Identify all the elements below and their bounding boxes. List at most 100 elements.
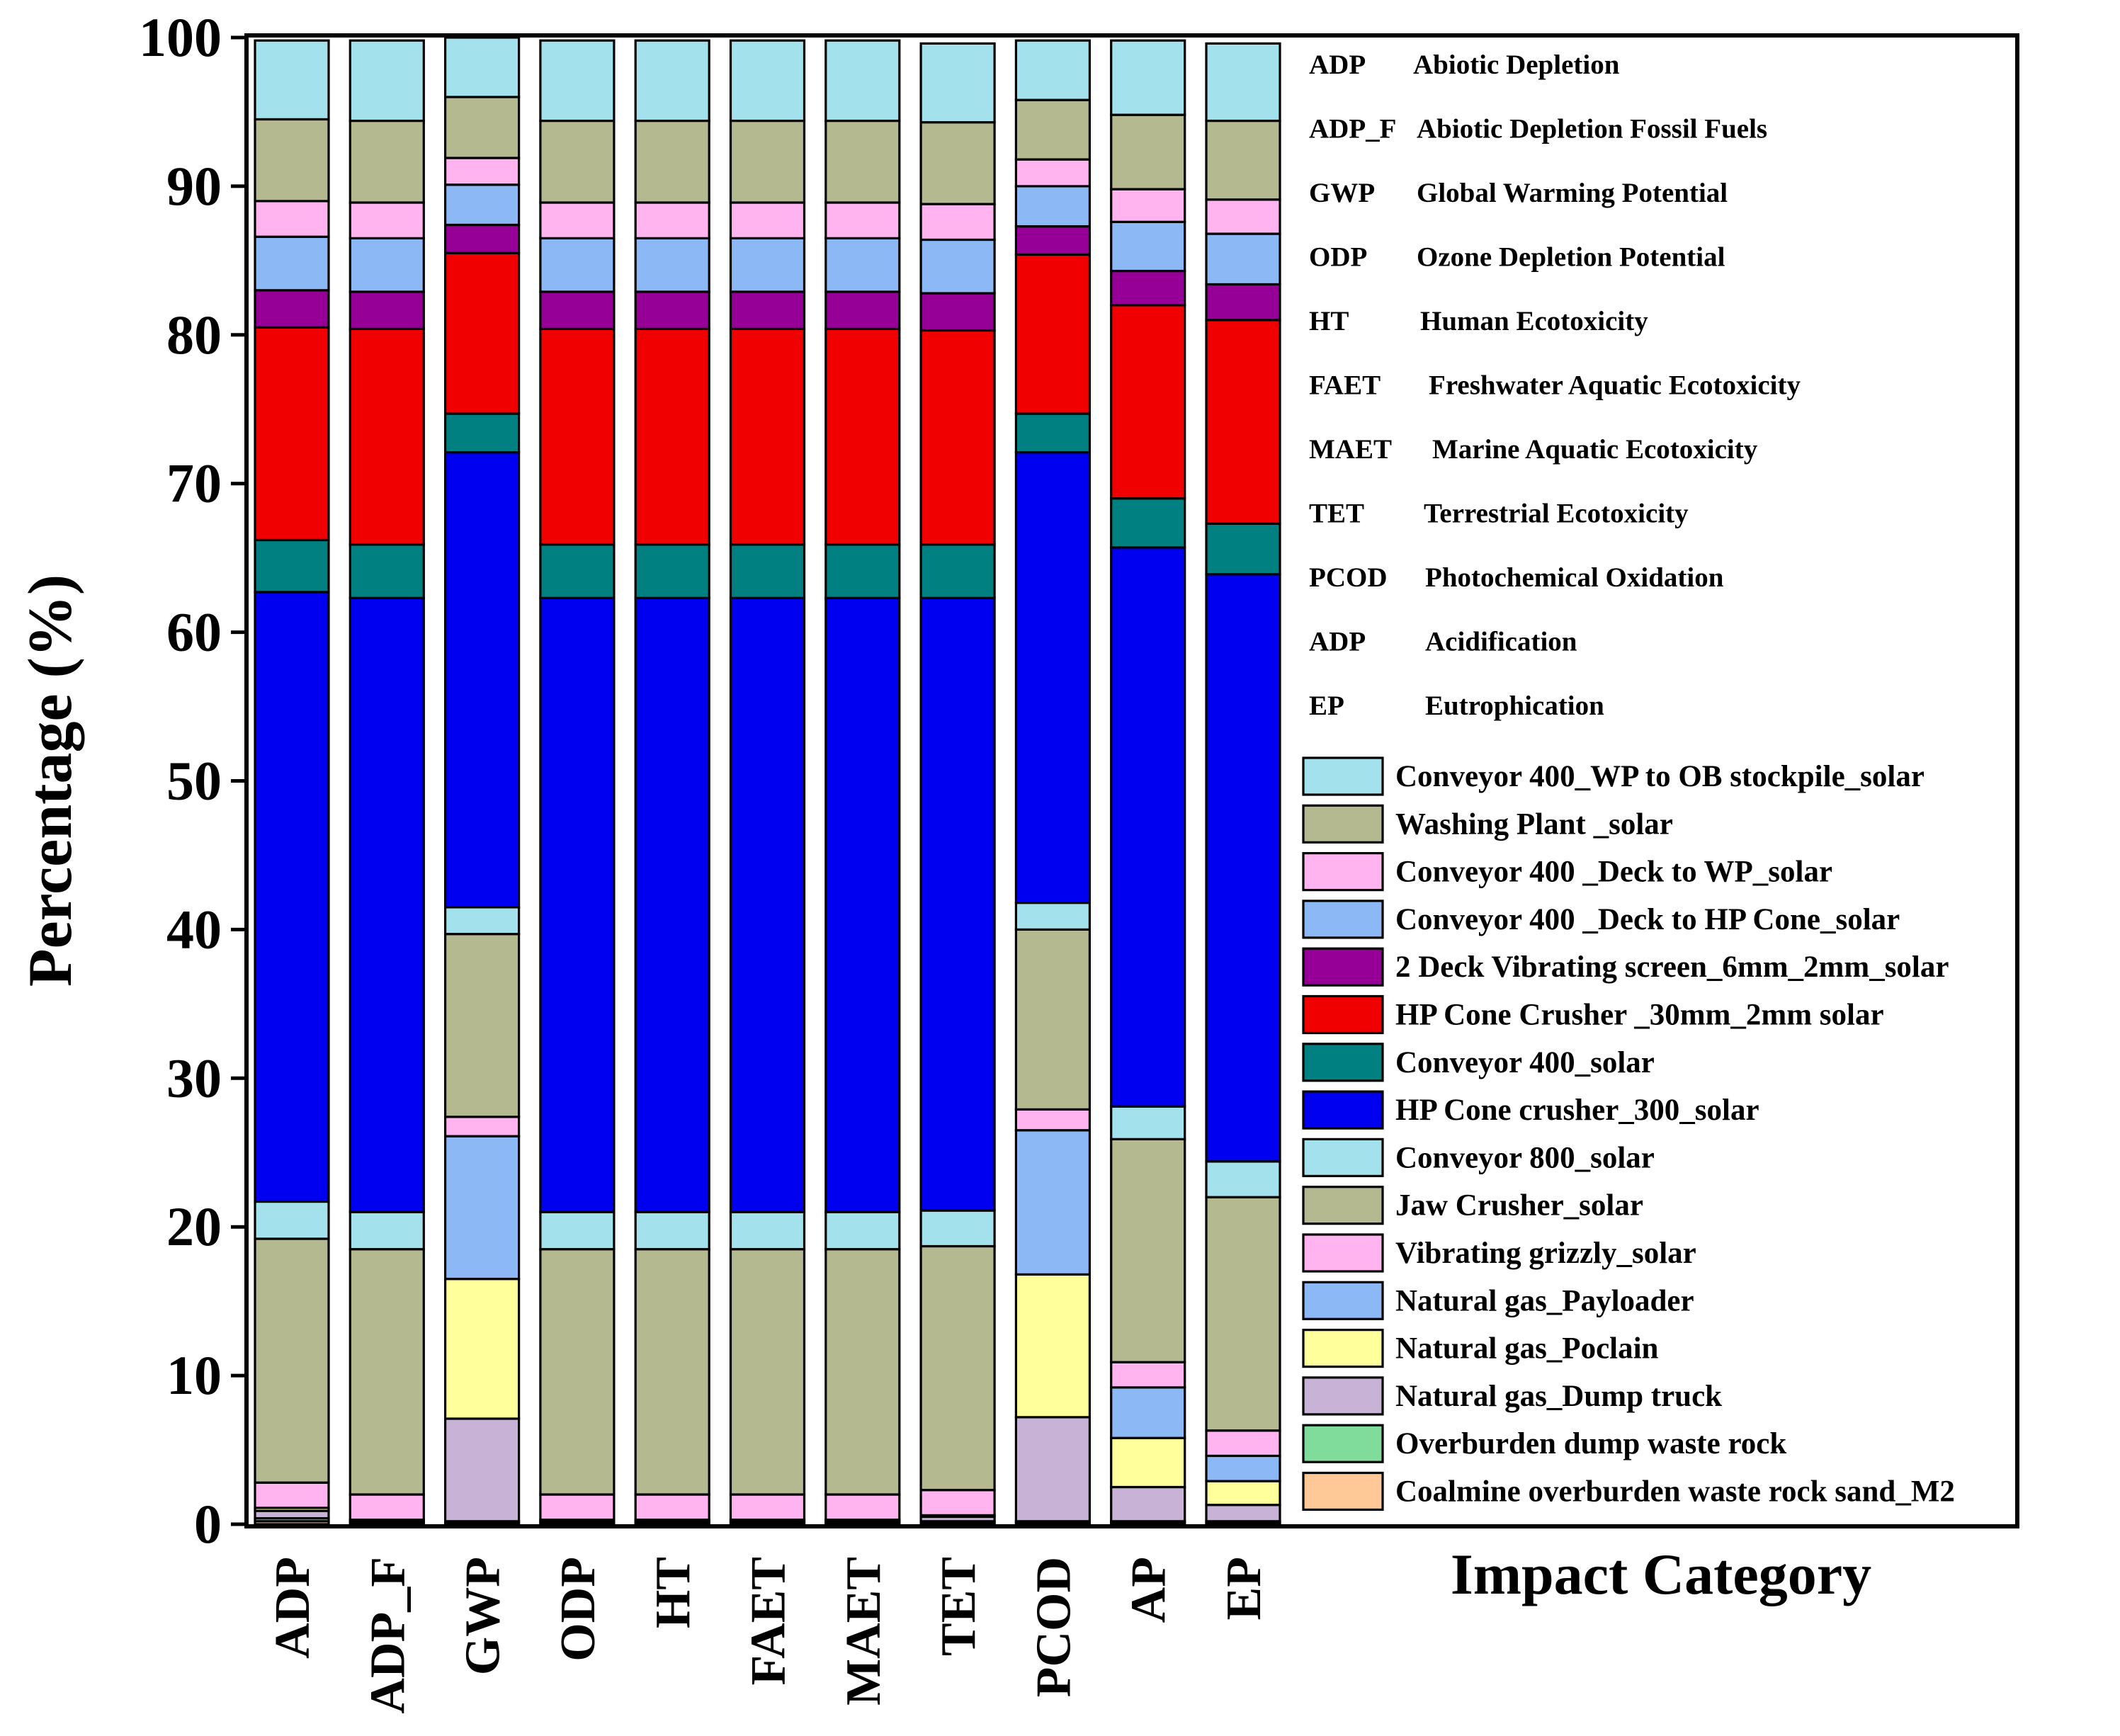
bar-segment-ap-conveyor-400-deck-to-wp-solar (1110, 188, 1186, 223)
bar-segment-faet-conveyor-400-deck-to-wp-solar (729, 201, 806, 239)
y-tick-label: 10 (166, 1344, 222, 1406)
bar-segment-gwp-washing-plant-solar (443, 96, 521, 159)
bar-segment-ep-conveyor-800-solar (1205, 1160, 1281, 1198)
bar-segment-gwp-vibrating-grizzly-solar (443, 1116, 521, 1138)
bar-segment-adp-conveyor-800-solar (254, 1200, 330, 1240)
bar-segment-ht-jaw-crusher-solar (634, 1248, 710, 1496)
bar-segment-maet-conveyor-400-deck-to-hp-cone-solar (824, 237, 901, 293)
bar-segment-adp-vibrating-grizzly-solar (254, 1481, 330, 1509)
x-tick-label: HT (646, 1557, 701, 1628)
bar-segment-odp-conveyor-400-deck-to-hp-cone-solar (539, 237, 616, 293)
bar-segment-ep-conveyor-400-wp-to-ob-stockpile-solar (1205, 42, 1281, 123)
bar-segment-pcod-conveyor-800-solar (1014, 902, 1092, 931)
bar-segment-gwp-conveyor-400-deck-to-hp-cone-solar (443, 183, 521, 227)
bar-segment-ep-conveyor-400-deck-to-hp-cone-solar (1205, 232, 1281, 286)
bar-segment-ap-vibrating-grizzly-solar (1110, 1361, 1186, 1389)
x-tick-label: MAET (837, 1557, 891, 1706)
bar-segment-faet-conveyor-800-solar (729, 1210, 806, 1251)
bar-segment-gwp-conveyor-800-solar (443, 906, 521, 936)
bar-segment-maet-2-deck-vibrating-screen-6mm-2mm-solar (824, 290, 901, 331)
bar-segment-maet-conveyor-400-wp-to-ob-stockpile-solar (824, 39, 901, 123)
bar-segment-adp-f-conveyor-800-solar (348, 1210, 425, 1251)
bar-segment-pcod-conveyor-400-solar (1014, 412, 1092, 454)
legend-label: Coalmine overburden waste rock sand_M2 (1395, 1475, 1955, 1509)
bar-segment-adp-f-hp-cone-crusher-30mm-2mm-solar (348, 327, 425, 546)
bar-segment-faet-conveyor-400-solar (729, 543, 806, 599)
bar-segment-odp-hp-cone-crusher-30mm-2mm-solar (539, 327, 616, 546)
bar-segment-ep-conveyor-400-deck-to-wp-solar (1205, 198, 1281, 235)
legend-label: Washing Plant _solar (1395, 807, 1673, 841)
abbr-name: Photochemical Oxidation (1425, 562, 1724, 593)
bar-segment-gwp-hp-cone-crusher-30mm-2mm-solar (443, 251, 521, 415)
x-tick-label: ODP (551, 1557, 606, 1662)
bar-segment-faet-conveyor-400-deck-to-hp-cone-solar (729, 237, 806, 293)
y-tick-label: 0 (194, 1493, 222, 1555)
abbr-name: Freshwater Aquatic Ecotoxicity (1429, 370, 1801, 401)
bar-segment-odp-vibrating-grizzly-solar (539, 1493, 616, 1521)
bar-segment-ap-jaw-crusher-solar (1110, 1138, 1186, 1363)
legend-label: Overburden dump waste rock (1395, 1427, 1786, 1460)
bar-segment-adp-f-jaw-crusher-solar (348, 1248, 425, 1496)
bar-segment-pcod-conveyor-400-deck-to-hp-cone-solar (1014, 185, 1092, 228)
bar-segment-ep-natural-gas-dump-truck (1205, 1504, 1281, 1523)
legend-swatch-conveyor-400-wp-to-ob-stockpile-solar (1302, 756, 1384, 796)
bar-segment-adp-jaw-crusher-solar (254, 1237, 330, 1484)
y-tick-label: 90 (166, 155, 222, 217)
y-tick-label: 60 (166, 601, 222, 663)
legend-label: Conveyor 400_WP to OB stockpile_solar (1395, 760, 1925, 793)
bar-segment-tet-vibrating-grizzly-solar (919, 1489, 996, 1517)
bar-segment-pcod-vibrating-grizzly-solar (1014, 1108, 1092, 1132)
bar-segment-adp-conveyor-400-wp-to-ob-stockpile-solar (254, 39, 330, 121)
bar-segment-adp-hp-cone-crusher-30mm-2mm-solar (254, 326, 330, 542)
abbr-code: ADP (1309, 627, 1366, 657)
bar-segment-odp-hp-cone-crusher-300-solar (539, 596, 616, 1213)
abbr-code: TET (1309, 499, 1364, 529)
bar-segment-adp-conveyor-400-deck-to-wp-solar (254, 200, 330, 238)
bar-segment-pcod-natural-gas-poclain (1014, 1273, 1092, 1419)
bar-segment-tet-jaw-crusher-solar (919, 1244, 996, 1492)
legend-label: Conveyor 400 _Deck to WP_solar (1395, 856, 1832, 889)
bar-segment-adp-hp-cone-crusher-300-solar (254, 591, 330, 1203)
x-tick-label: PCOD (1026, 1557, 1081, 1697)
bar-segment-maet-hp-cone-crusher-30mm-2mm-solar (824, 327, 901, 546)
y-tick-label: 70 (166, 453, 222, 514)
abbr-name: Global Warming Potential (1417, 178, 1728, 208)
bar-segment-ht-conveyor-800-solar (634, 1210, 710, 1251)
abbr-code: GWP (1309, 178, 1375, 208)
bar-segment-tet-conveyor-400-wp-to-ob-stockpile-solar (919, 42, 996, 124)
bar-segment-adp-f-conveyor-400-wp-to-ob-stockpile-solar (348, 39, 425, 123)
legend-swatch-jaw-crusher-solar (1302, 1186, 1384, 1225)
bar-segment-odp-2-deck-vibrating-screen-6mm-2mm-solar (539, 290, 616, 331)
legend-swatch-conveyor-800-solar (1302, 1138, 1384, 1178)
bar-segment-ap-conveyor-800-solar (1110, 1105, 1186, 1140)
bar-segment-adp-f-hp-cone-crusher-300-solar (348, 596, 425, 1213)
x-tick-label: FAET (742, 1557, 796, 1686)
bar-segment-odp-conveyor-800-solar (539, 1210, 616, 1251)
abbr-name: Terrestrial Ecotoxicity (1424, 499, 1689, 529)
legend-swatch-2-deck-vibrating-screen-6mm-2mm-solar (1302, 947, 1384, 987)
y-tick-label: 30 (166, 1047, 222, 1108)
bar-segment-odp-conveyor-400-wp-to-ob-stockpile-solar (539, 39, 616, 123)
abbr-code: HT (1309, 306, 1349, 336)
abbr-code: EP (1309, 691, 1344, 721)
legend-swatch-coalmine-overburden-waste-rock-sand-m2 (1302, 1471, 1384, 1511)
bar-segment-ep-natural-gas-payloader (1205, 1454, 1281, 1482)
legend-swatch-hp-cone-crusher-30mm-2mm-solar (1302, 994, 1384, 1035)
bar-segment-maet-vibrating-grizzly-solar (824, 1493, 901, 1521)
bar-segment-ep-conveyor-400-solar (1205, 522, 1281, 576)
bar-segment-odp-conveyor-400-solar (539, 543, 616, 599)
bar-segment-tet-washing-plant-solar (919, 121, 996, 205)
abbr-name: Human Ecotoxicity (1420, 306, 1648, 336)
bar-segment-maet-conveyor-400-deck-to-wp-solar (824, 201, 901, 239)
bar-segment-odp-conveyor-400-deck-to-wp-solar (539, 201, 616, 239)
x-tick-label: GWP (456, 1557, 511, 1675)
bar-segment-adp-2-deck-vibrating-screen-6mm-2mm-solar (254, 289, 330, 329)
abbr-name: Abiotic Depletion Fossil Fuels (1417, 114, 1767, 144)
bar-segment-pcod-natural-gas-payloader (1014, 1129, 1092, 1276)
legend-swatch-natural-gas-payloader (1302, 1281, 1384, 1320)
abbr-name: Abiotic Depletion (1413, 50, 1620, 80)
bar-segment-gwp-2-deck-vibrating-screen-6mm-2mm-solar (443, 223, 521, 254)
x-tick-label: ADP (266, 1557, 320, 1659)
legend-label: Conveyor 400 _Deck to HP Cone_solar (1395, 903, 1900, 936)
bar-segment-adp-conveyor-400-deck-to-hp-cone-solar (254, 235, 330, 292)
